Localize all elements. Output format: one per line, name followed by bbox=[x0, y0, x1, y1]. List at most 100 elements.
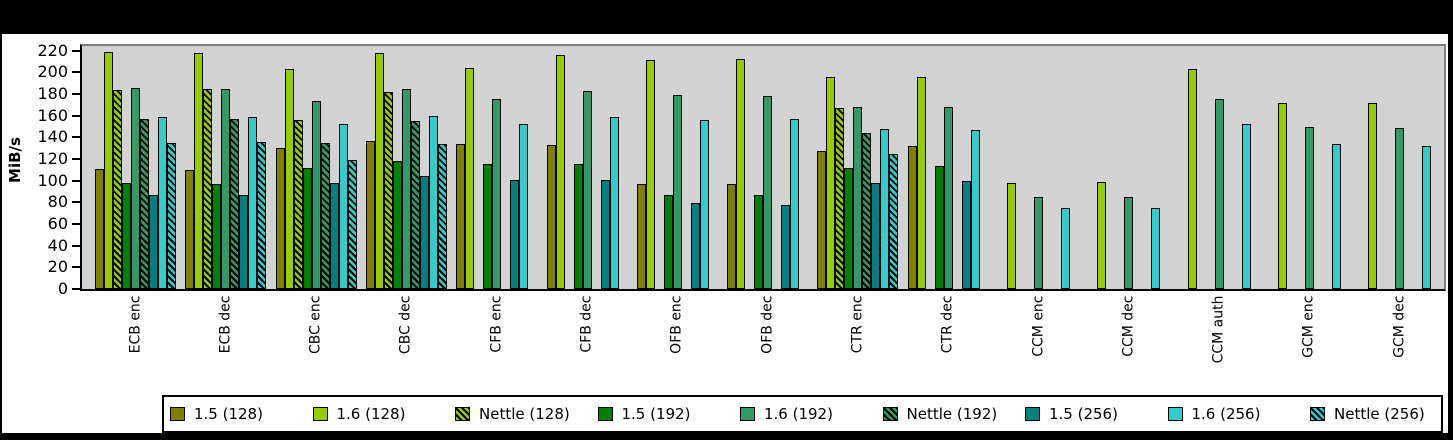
y-tick-mark bbox=[72, 201, 80, 204]
bar bbox=[140, 118, 149, 289]
y-tick-label: 160 bbox=[37, 105, 68, 125]
x-tick-label: CCM dec bbox=[1120, 295, 1137, 357]
bar bbox=[1034, 196, 1043, 289]
bar bbox=[1007, 182, 1016, 289]
bar bbox=[736, 59, 746, 289]
y-tick-mark bbox=[72, 179, 80, 182]
bar bbox=[1304, 126, 1314, 289]
legend-label: 1.5 (128) bbox=[194, 405, 263, 423]
bar bbox=[374, 52, 384, 289]
bar bbox=[158, 116, 167, 289]
x-tick-label: CFB enc bbox=[488, 295, 505, 353]
x-tick-label: CTR dec bbox=[939, 295, 956, 354]
legend-label: 1.6 (128) bbox=[336, 405, 406, 423]
bar bbox=[419, 176, 429, 289]
bar bbox=[1097, 181, 1107, 289]
bar bbox=[555, 55, 565, 289]
x-tick-label: ECB dec bbox=[217, 295, 234, 354]
bar bbox=[970, 129, 980, 289]
bar bbox=[203, 88, 213, 289]
bar bbox=[1214, 99, 1224, 289]
x-tick-label: CCM auth bbox=[1210, 295, 1227, 364]
bar bbox=[862, 133, 872, 289]
bar bbox=[392, 161, 402, 289]
legend-item: Nettle (256) bbox=[1310, 397, 1450, 431]
legend-label: Nettle (128) bbox=[479, 405, 570, 423]
bar bbox=[104, 51, 113, 289]
legend-swatch bbox=[312, 407, 328, 421]
y-tick-label: 20 bbox=[47, 257, 68, 277]
bar bbox=[609, 116, 619, 289]
bar bbox=[257, 141, 267, 289]
bar bbox=[510, 179, 520, 289]
bar bbox=[817, 151, 827, 289]
plot-area bbox=[80, 44, 1446, 291]
bar bbox=[95, 168, 104, 289]
x-tick-label: CBC dec bbox=[397, 295, 414, 355]
bar bbox=[293, 120, 303, 289]
bar bbox=[338, 124, 348, 289]
bar bbox=[889, 153, 899, 289]
bar bbox=[1124, 196, 1134, 289]
legend: 1.5 (128) 1.6 (128) Nettle (128) 1.5 (192) 1… bbox=[162, 395, 1443, 433]
bar bbox=[483, 164, 493, 289]
bar bbox=[320, 142, 330, 289]
bar bbox=[880, 128, 890, 289]
legend-swatch bbox=[170, 407, 185, 421]
bar bbox=[113, 89, 122, 289]
bar bbox=[1187, 69, 1197, 289]
x-tick-label: GCM enc bbox=[1300, 295, 1317, 358]
y-tick-mark bbox=[72, 266, 80, 269]
bar bbox=[167, 142, 176, 289]
legend-label: 1.6 (256) bbox=[1191, 405, 1261, 423]
bar bbox=[1422, 146, 1432, 289]
bar bbox=[212, 183, 222, 289]
legend-label: 1.6 (192) bbox=[764, 405, 833, 423]
legend-label: Nettle (192) bbox=[906, 405, 998, 423]
bar bbox=[871, 182, 881, 289]
bar bbox=[853, 107, 863, 289]
y-tick-mark bbox=[72, 71, 80, 74]
bar bbox=[781, 204, 791, 289]
legend-swatch bbox=[1310, 407, 1325, 421]
bar bbox=[428, 115, 438, 289]
bar bbox=[149, 194, 158, 289]
bar bbox=[122, 182, 131, 289]
legend-item: 1.5 (256) bbox=[1025, 397, 1165, 431]
y-tick-mark bbox=[72, 158, 80, 161]
legend-swatch bbox=[1025, 407, 1040, 421]
bar bbox=[754, 194, 764, 289]
bar bbox=[329, 182, 339, 289]
bar bbox=[582, 90, 592, 289]
bar bbox=[302, 167, 312, 289]
y-tick-label: 120 bbox=[37, 149, 68, 169]
y-tick-label: 140 bbox=[37, 127, 68, 147]
bar bbox=[826, 76, 836, 289]
x-tick-label: CCM enc bbox=[1030, 295, 1046, 357]
legend-item: 1.6 (128) bbox=[312, 397, 453, 431]
x-tick-label: OFB enc bbox=[668, 295, 685, 354]
y-tick-label: 100 bbox=[37, 170, 68, 190]
y-tick-mark bbox=[72, 244, 80, 247]
bar bbox=[636, 183, 646, 289]
legend-swatch bbox=[740, 407, 755, 421]
bar bbox=[248, 116, 258, 289]
x-tick-label: CFB dec bbox=[578, 295, 595, 353]
bar bbox=[790, 118, 800, 289]
bar bbox=[907, 146, 917, 289]
y-tick-mark bbox=[72, 93, 80, 96]
legend-item: 1.5 (192) bbox=[597, 397, 738, 431]
bar bbox=[844, 167, 854, 289]
y-tick-label: 60 bbox=[47, 214, 68, 233]
legend-item: Nettle (192) bbox=[882, 397, 1023, 431]
x-tick-label: CBC enc bbox=[307, 295, 324, 355]
bar bbox=[763, 96, 773, 289]
bar bbox=[1277, 102, 1287, 289]
bar bbox=[365, 140, 375, 289]
bar bbox=[1061, 207, 1070, 289]
legend-item: 1.5 (128) bbox=[170, 397, 310, 431]
bar bbox=[284, 69, 294, 289]
bar bbox=[230, 118, 240, 289]
bar bbox=[573, 164, 583, 289]
